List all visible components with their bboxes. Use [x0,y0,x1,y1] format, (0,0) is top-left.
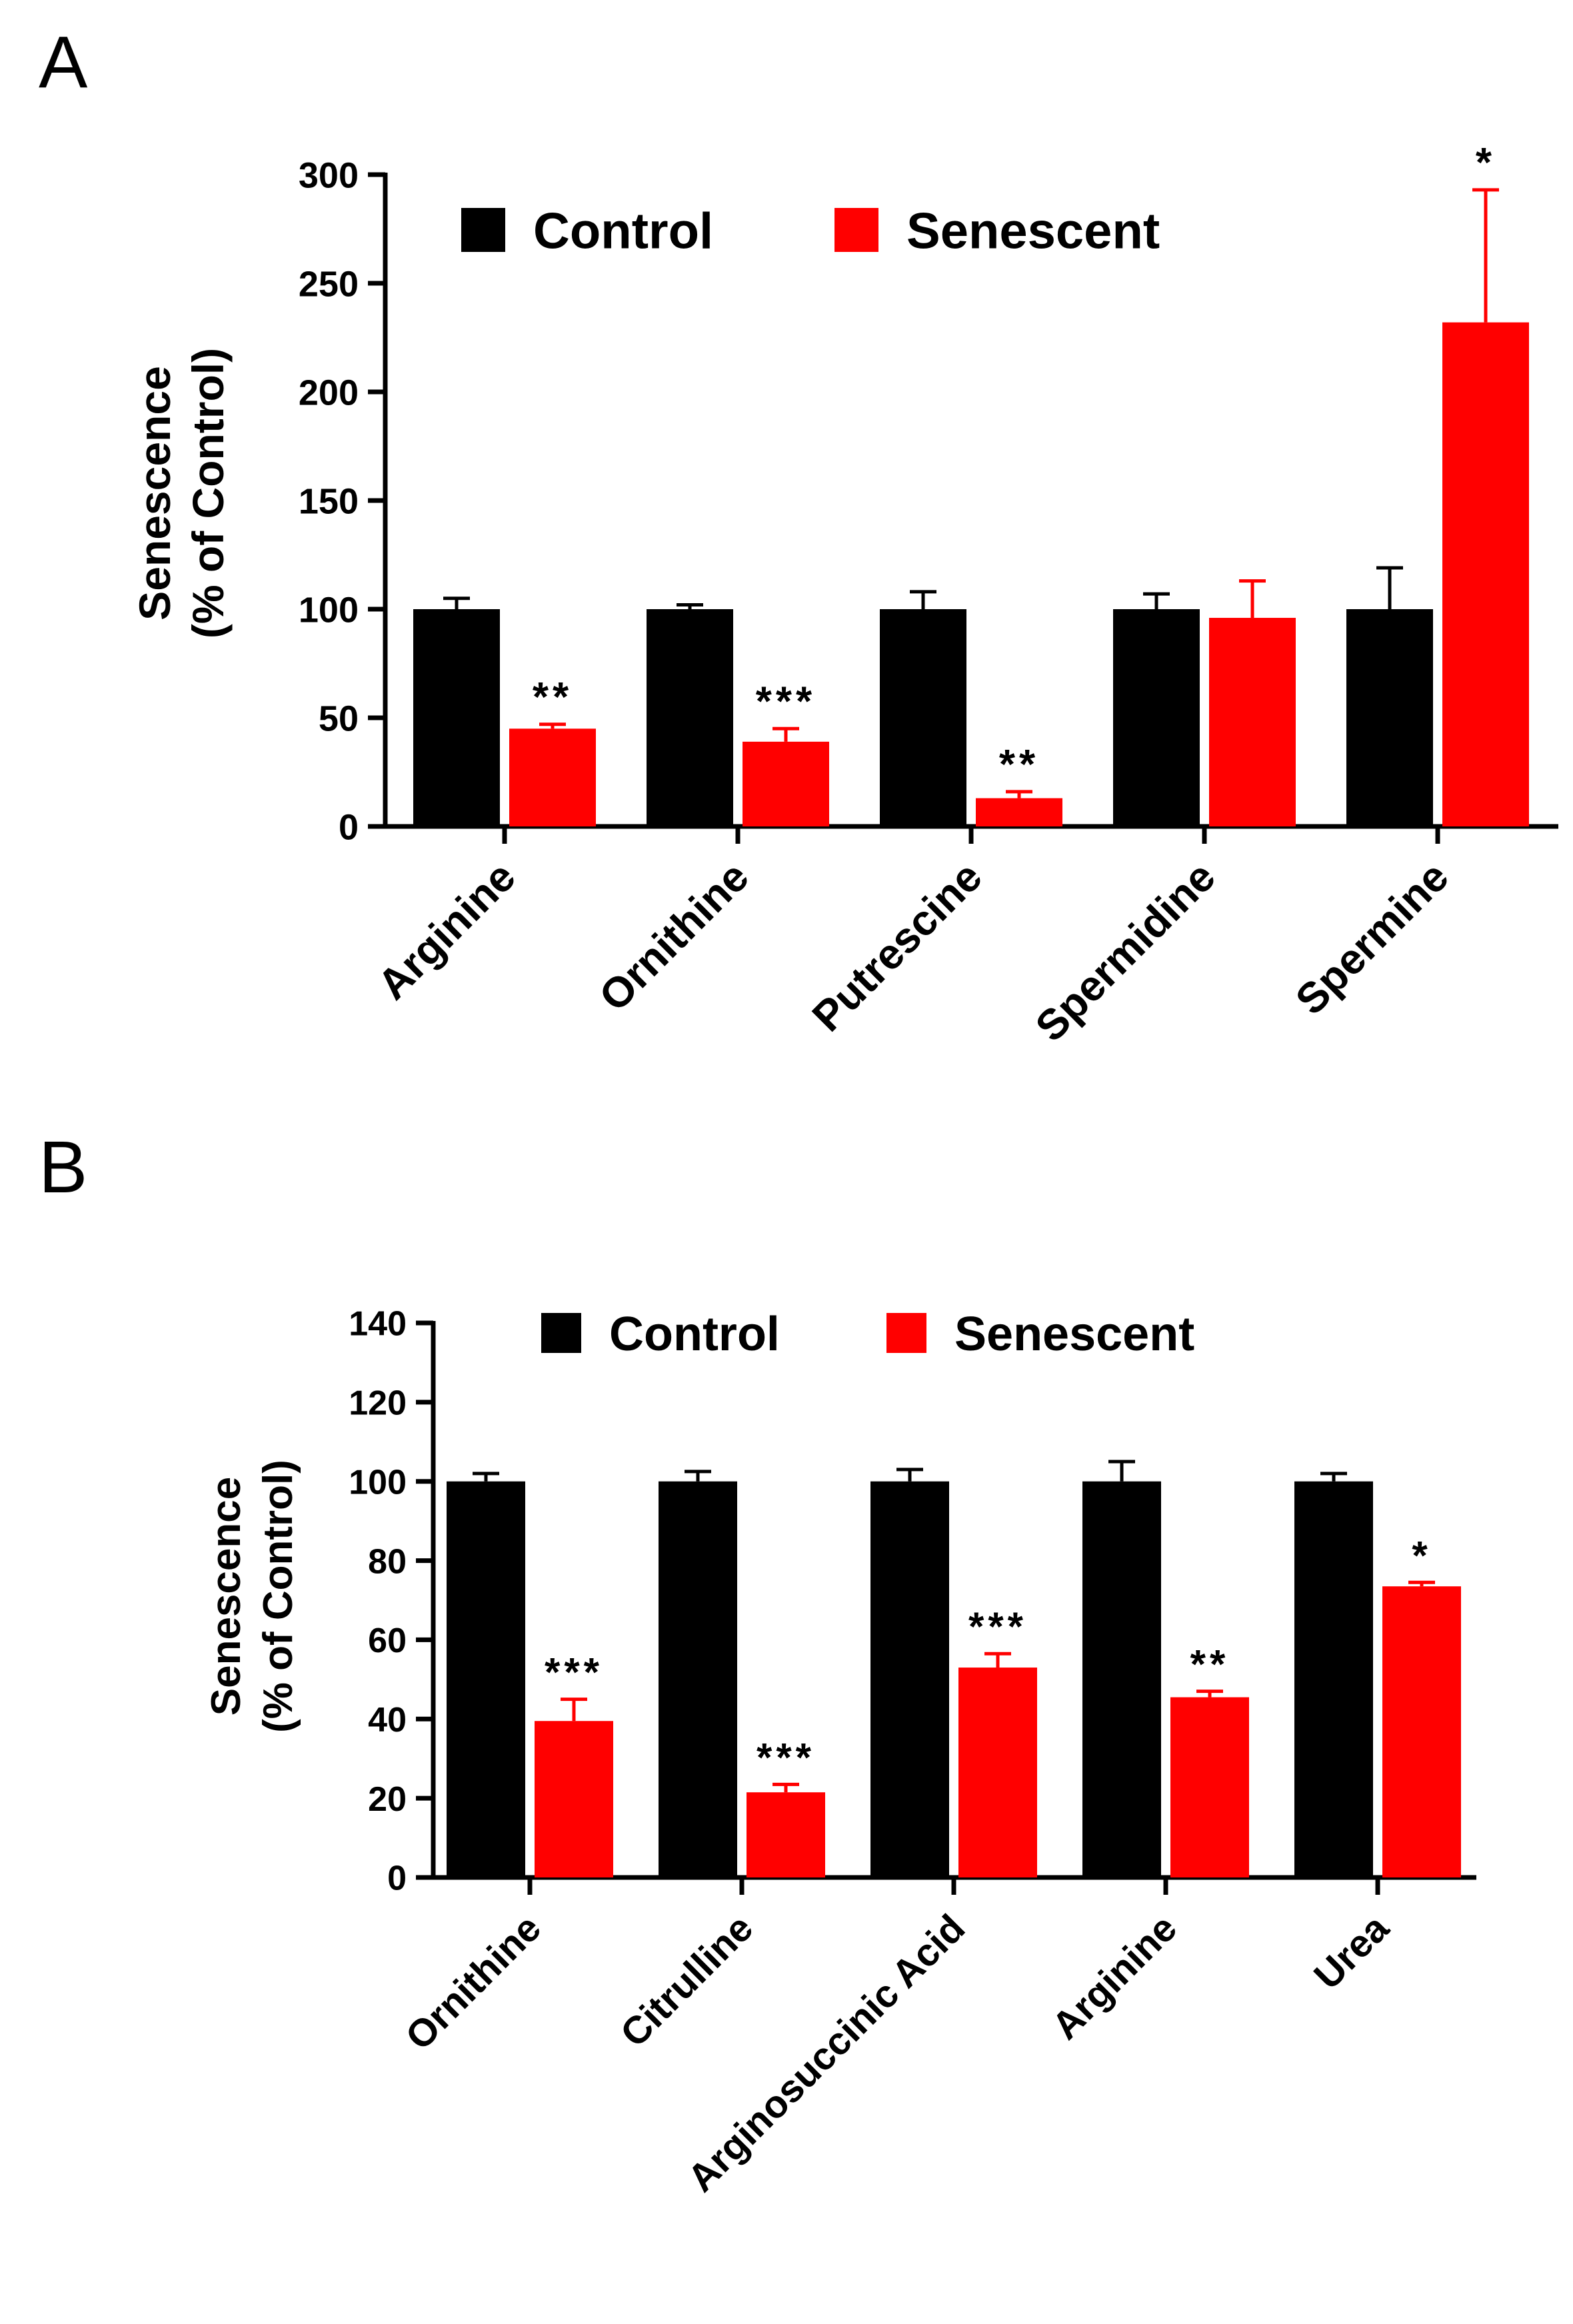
bar-a-control-1 [647,609,733,826]
bar-a-control-2 [880,609,966,826]
category-label-b-4: Urea [1306,1906,1398,1998]
y-tick-label-b: 120 [349,1384,407,1423]
bar-a-senescent-2 [976,798,1062,826]
bar-a-control-4 [1346,609,1433,826]
y-tick-label-b: 140 [349,1305,407,1344]
bar-b-control-3 [1082,1481,1161,1877]
y-tick-label-b: 20 [368,1780,407,1819]
legend-label-a-1: Senescent [906,203,1160,259]
legend-label-b-1: Senescent [954,1308,1194,1361]
significance-label-b-1: *** [757,1735,815,1779]
y-tick-label-b: 100 [349,1463,407,1502]
bar-a-senescent-4 [1442,322,1529,826]
legend-swatch-b-1 [886,1313,926,1353]
bar-b-senescent-4 [1382,1586,1461,1877]
category-label-a-0: Arginine [368,852,524,1008]
significance-label-b-0: *** [545,1650,603,1695]
bar-b-senescent-1 [747,1792,825,1877]
y-axis-label-sub-a: (% of Control) [183,348,233,638]
bar-a-control-0 [413,609,500,826]
category-label-a-2: Putrescine [803,852,991,1040]
y-axis-label-sub-b: (% of Control) [255,1460,301,1733]
significance-label-a-2: ** [999,742,1039,788]
bar-b-senescent-2 [958,1668,1037,1877]
category-label-a-3: Spermidine [1026,852,1224,1050]
y-tick-label-a: 50 [319,698,359,738]
panel-label-a: A [39,21,88,103]
bar-b-senescent-3 [1170,1697,1249,1877]
panel-label-b: B [39,1126,88,1208]
bar-a-senescent-0 [509,728,596,826]
y-tick-label-b: 0 [387,1859,407,1898]
bar-a-senescent-3 [1209,618,1296,826]
y-tick-label-a: 0 [339,807,359,847]
category-label-b-3: Arginine [1044,1906,1185,2047]
significance-label-b-4: * [1412,1533,1431,1578]
legend-swatch-b-0 [541,1313,581,1353]
significance-label-b-3: ** [1190,1642,1230,1687]
category-label-b-0: Ornithine [397,1906,549,2058]
y-tick-label-a: 200 [299,373,359,413]
bar-a-senescent-1 [743,741,829,826]
legend-swatch-a-1 [834,208,878,252]
significance-label-b-2: *** [968,1604,1027,1649]
significance-label-a-4: * [1476,140,1496,186]
bar-b-control-2 [870,1481,949,1877]
legend-label-b-0: Control [609,1308,780,1361]
category-label-a-4: Spermine [1286,852,1458,1024]
significance-label-a-0: ** [533,674,573,720]
y-axis-label-b: Senescence [203,1477,249,1716]
y-tick-label-a: 300 [299,155,359,195]
significance-label-a-1: *** [756,678,816,724]
y-axis-label-a: Senescence [130,366,179,620]
legend-label-a-0: Control [533,203,713,259]
y-tick-label-b: 40 [368,1701,407,1740]
category-label-b-1: Citrulline [613,1906,762,2055]
bar-a-control-3 [1113,609,1200,826]
legend-swatch-a-0 [461,208,505,252]
bar-b-control-0 [447,1481,525,1877]
bar-b-senescent-0 [535,1721,613,1877]
y-tick-label-a: 150 [299,481,359,521]
y-tick-label-b: 80 [368,1542,407,1581]
y-tick-label-a: 250 [299,264,359,304]
bar-b-control-4 [1294,1481,1373,1877]
category-label-a-1: Ornithine [590,852,758,1020]
y-tick-label-b: 60 [368,1622,407,1660]
y-tick-label-a: 100 [299,590,359,630]
bar-b-control-1 [659,1481,737,1877]
